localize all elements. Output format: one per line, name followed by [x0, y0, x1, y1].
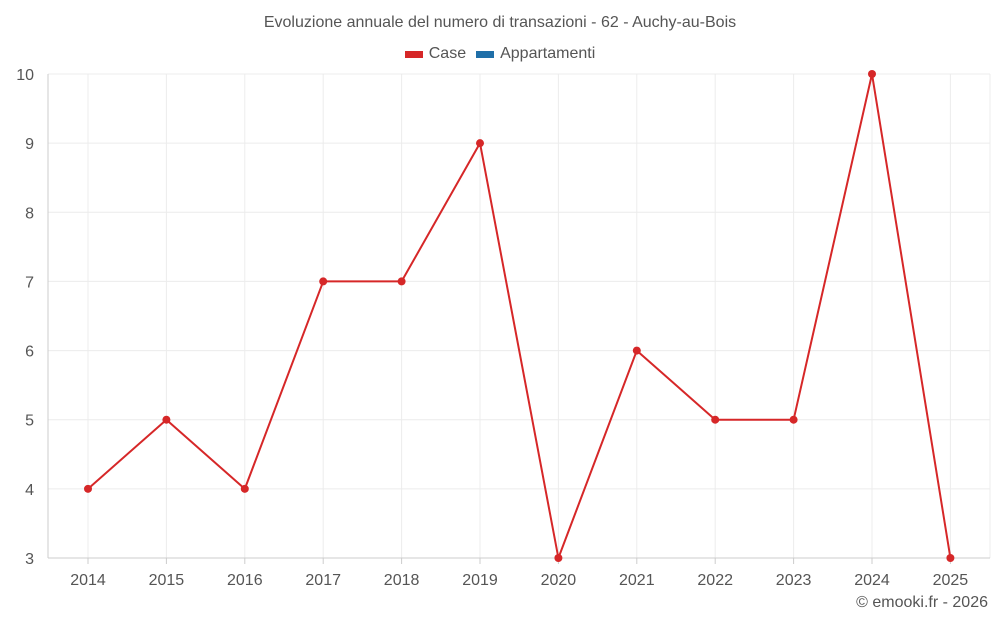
legend: Case Appartamenti	[0, 45, 1000, 63]
x-tick-label: 2019	[462, 572, 498, 589]
legend-item-case[interactable]: Case	[404, 45, 467, 63]
x-tick-label: 2022	[697, 572, 733, 589]
data-point-case-2019[interactable]	[476, 139, 484, 148]
y-tick-label: 3	[25, 551, 34, 568]
legend-swatch-appartamenti	[476, 50, 495, 58]
x-tick-label: 2025	[933, 572, 969, 589]
data-point-case-2017[interactable]	[319, 277, 328, 286]
data-point-case-2020[interactable]	[554, 554, 563, 562]
x-tick-label: 2014	[70, 572, 106, 589]
x-tick-label: 2024	[854, 572, 890, 589]
legend-swatch-case	[404, 50, 423, 58]
x-tick-label: 2018	[384, 572, 420, 589]
x-tick-label: 2015	[149, 572, 185, 589]
legend-item-appartamenti[interactable]: Appartamenti	[476, 45, 595, 63]
data-point-case-2018[interactable]	[397, 277, 406, 286]
series-line-case	[87, 73, 952, 559]
x-tick-label: 2021	[619, 572, 655, 589]
y-tick-label: 6	[25, 344, 34, 361]
y-tick-label: 4	[25, 482, 34, 499]
legend-label-case: Case	[428, 45, 467, 62]
y-tick-label: 10	[16, 67, 34, 84]
credit-text: © emooki.fr - 2026	[856, 594, 988, 611]
data-point-case-2024[interactable]	[868, 70, 876, 78]
y-tick-label: 9	[25, 136, 34, 153]
data-point-case-2016[interactable]	[240, 484, 249, 493]
data-point-case-2023[interactable]	[789, 415, 798, 424]
x-tick-label: 2017	[305, 572, 341, 589]
y-tick-label: 7	[25, 274, 34, 291]
data-point-case-2021[interactable]	[632, 346, 641, 355]
series	[84, 70, 955, 562]
y-tick-label: 8	[25, 205, 34, 222]
x-tick-label: 2020	[541, 572, 577, 589]
x-tick-label: 2016	[227, 572, 263, 589]
y-tick-label: 5	[25, 413, 34, 430]
legend-label-appartamenti: Appartamenti	[500, 45, 596, 62]
x-tick-label: 2023	[776, 572, 812, 589]
data-point-case-2014[interactable]	[84, 484, 92, 493]
chart-title: Evoluzione annuale del numero di transaz…	[263, 14, 737, 31]
data-point-case-2022[interactable]	[711, 415, 720, 424]
axes: 3 4 5 6 7 8 9 10 2014 2015 2016 2017 2018 2019 2020 202…	[16, 67, 990, 589]
data-point-case-2025[interactable]	[946, 554, 955, 562]
grid	[48, 73, 991, 558]
data-point-case-2015[interactable]	[162, 415, 171, 424]
